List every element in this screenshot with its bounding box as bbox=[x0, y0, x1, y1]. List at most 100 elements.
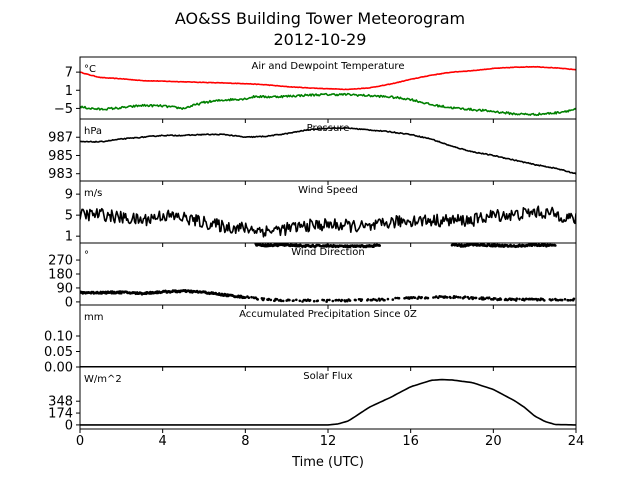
wind-direction-point bbox=[279, 299, 283, 303]
x-tick-label: 24 bbox=[568, 434, 585, 449]
panel-data bbox=[80, 243, 576, 303]
wind-direction-point bbox=[472, 296, 475, 300]
y-tick-label: 987 bbox=[48, 131, 73, 146]
wind-direction-point bbox=[247, 296, 251, 300]
wind-direction-point bbox=[563, 298, 567, 301]
x-tick-label: 0 bbox=[76, 434, 84, 449]
wind-direction-point bbox=[366, 298, 370, 301]
wind-direction-point bbox=[449, 296, 452, 300]
figure-date: 2012-10-29 bbox=[274, 30, 367, 49]
wind-direction-point bbox=[439, 295, 443, 298]
y-tick-label: 985 bbox=[48, 149, 73, 164]
panel-data bbox=[80, 205, 576, 238]
series-line-2 bbox=[80, 92, 576, 117]
panel-title: Wind Direction bbox=[291, 247, 365, 258]
wind-direction-point bbox=[375, 299, 379, 302]
wind-direction-point bbox=[391, 298, 395, 301]
y-tick-label: 0 bbox=[65, 295, 73, 310]
wind-direction-point bbox=[525, 297, 528, 301]
wind-direction-point bbox=[536, 298, 540, 301]
wind-direction-point bbox=[267, 297, 271, 301]
panel-title: Accumulated Precipitation Since 0Z bbox=[239, 309, 417, 320]
wind-direction-point bbox=[322, 298, 326, 302]
wind-direction-point bbox=[556, 299, 560, 302]
panel-title: Wind Speed bbox=[298, 185, 358, 196]
wind-direction-point bbox=[478, 297, 481, 301]
wind-direction-point bbox=[250, 295, 253, 299]
y-tick-label: 0.00 bbox=[44, 361, 73, 376]
wind-direction-point bbox=[394, 296, 397, 300]
wind-direction-point bbox=[298, 299, 302, 303]
wind-direction-point bbox=[432, 296, 435, 299]
wind-direction-point bbox=[308, 298, 312, 302]
y-tick-label: 5 bbox=[65, 209, 73, 224]
wind-direction-point bbox=[434, 295, 438, 298]
y-tick-label: 9 bbox=[65, 188, 73, 203]
y-tick-label: 270 bbox=[48, 254, 73, 269]
wind-direction-point bbox=[494, 297, 497, 300]
wind-direction-point bbox=[554, 244, 557, 247]
panel-unit: hPa bbox=[84, 126, 102, 137]
wind-direction-point bbox=[354, 298, 357, 302]
wind-direction-point bbox=[560, 298, 564, 302]
wind-direction-point bbox=[288, 298, 291, 302]
x-tick-label: 8 bbox=[241, 434, 249, 449]
x-axis: 0 4 8 12 16 20 24 bbox=[76, 434, 584, 449]
panel-data bbox=[80, 126, 576, 175]
y-tick-label: 348 bbox=[48, 395, 73, 410]
wind-direction-point bbox=[372, 297, 375, 301]
panel-3: 9 5 1 m/s Wind Speed bbox=[65, 180, 577, 247]
wind-direction-point bbox=[459, 296, 462, 299]
y-tick-label: 1 bbox=[65, 230, 73, 245]
wind-direction-point bbox=[256, 298, 260, 301]
panel-unit: ° bbox=[84, 250, 89, 261]
y-tick-label: 0 bbox=[65, 418, 73, 433]
x-axis-label: Time (UTC) bbox=[291, 455, 364, 470]
y-tick-label: 983 bbox=[48, 167, 73, 182]
panel-5: 0.100.050.00 mm Accumulated Precipitation … bbox=[44, 304, 577, 376]
y-tick-label: −5 bbox=[54, 102, 73, 117]
wind-direction-point bbox=[292, 299, 295, 302]
y-tick-label: 0.05 bbox=[44, 345, 73, 360]
y-tick-label: 0.10 bbox=[44, 330, 73, 345]
x-tick-label: 4 bbox=[159, 434, 167, 449]
panel-unit: mm bbox=[84, 312, 103, 323]
series-line-1 bbox=[80, 205, 576, 238]
y-tick-label: 180 bbox=[48, 268, 73, 283]
wind-direction-point bbox=[456, 295, 460, 299]
y-tick-label: 7 bbox=[65, 66, 73, 81]
panel-unit: m/s bbox=[84, 188, 102, 199]
wind-direction-point bbox=[378, 299, 382, 302]
wind-direction-point bbox=[445, 296, 449, 299]
x-tick-label: 12 bbox=[320, 434, 337, 449]
wind-direction-point bbox=[337, 298, 341, 302]
wind-direction-point bbox=[262, 297, 266, 300]
wind-direction-point bbox=[360, 298, 364, 301]
x-tick-label: 20 bbox=[485, 434, 502, 449]
y-tick-label: 90 bbox=[56, 281, 73, 296]
wind-direction-point bbox=[244, 296, 247, 299]
wind-direction-point bbox=[518, 297, 521, 301]
panel-2: 987 985 983 hPa Pressure bbox=[48, 118, 577, 185]
panel-1: 7 1 −5 °C Air and Dewpoint Temperature bbox=[54, 56, 577, 123]
y-tick-label: 174 bbox=[48, 407, 73, 422]
wind-direction-point bbox=[532, 297, 536, 301]
wind-direction-point bbox=[312, 299, 316, 303]
x-tick-label: 16 bbox=[402, 434, 419, 449]
y-tick-label: 1 bbox=[65, 84, 73, 99]
wind-direction-point bbox=[397, 296, 401, 300]
wind-direction-point bbox=[328, 298, 331, 302]
wind-direction-point bbox=[426, 296, 430, 300]
wind-direction-point bbox=[487, 296, 491, 300]
wind-direction-point bbox=[281, 299, 285, 303]
wind-direction-point bbox=[420, 296, 424, 299]
wind-direction-point bbox=[386, 297, 390, 301]
wind-direction-point bbox=[378, 244, 382, 247]
panel-title: Air and Dewpoint Temperature bbox=[252, 61, 405, 72]
wind-direction-point bbox=[515, 297, 519, 301]
wind-direction-point bbox=[275, 298, 279, 301]
wind-direction-point bbox=[295, 298, 298, 302]
panel-title: Solar Flux bbox=[303, 371, 353, 382]
